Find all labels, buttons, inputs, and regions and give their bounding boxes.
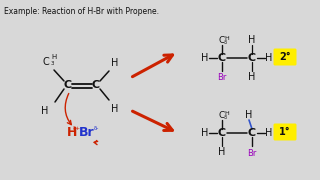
Text: Example: Reaction of H-Br with Propene.: Example: Reaction of H-Br with Propene.: [4, 7, 159, 16]
Text: H: H: [111, 58, 119, 68]
Text: H: H: [248, 35, 256, 45]
Text: Br: Br: [217, 73, 227, 82]
Text: C: C: [219, 35, 225, 44]
Text: H: H: [201, 128, 209, 138]
Text: H: H: [52, 54, 57, 60]
Text: H: H: [225, 111, 229, 116]
Text: Br: Br: [79, 127, 95, 140]
Text: C: C: [43, 57, 49, 67]
Text: 2°: 2°: [279, 52, 291, 62]
Text: C: C: [92, 80, 100, 90]
Text: C: C: [248, 128, 256, 138]
FancyBboxPatch shape: [274, 123, 297, 141]
Text: C: C: [218, 53, 226, 63]
Text: H: H: [265, 128, 273, 138]
Text: Br: Br: [247, 148, 257, 158]
Text: 3: 3: [223, 39, 227, 44]
Text: H: H: [111, 104, 119, 114]
Text: H: H: [67, 127, 77, 140]
Text: H: H: [201, 53, 209, 63]
Text: 1°: 1°: [279, 127, 291, 137]
Text: H: H: [41, 106, 49, 116]
Text: C: C: [219, 111, 225, 120]
Text: δ-: δ-: [93, 125, 99, 130]
Text: C: C: [248, 53, 256, 63]
Text: H: H: [245, 110, 253, 120]
FancyBboxPatch shape: [274, 48, 297, 66]
Text: 3: 3: [50, 60, 54, 66]
Text: C: C: [218, 128, 226, 138]
Text: H: H: [225, 35, 229, 40]
Text: H: H: [265, 53, 273, 63]
Text: H: H: [248, 72, 256, 82]
Text: δ+: δ+: [73, 125, 81, 130]
Text: H: H: [218, 147, 226, 157]
Text: 3: 3: [223, 114, 227, 120]
Text: C: C: [64, 80, 72, 90]
